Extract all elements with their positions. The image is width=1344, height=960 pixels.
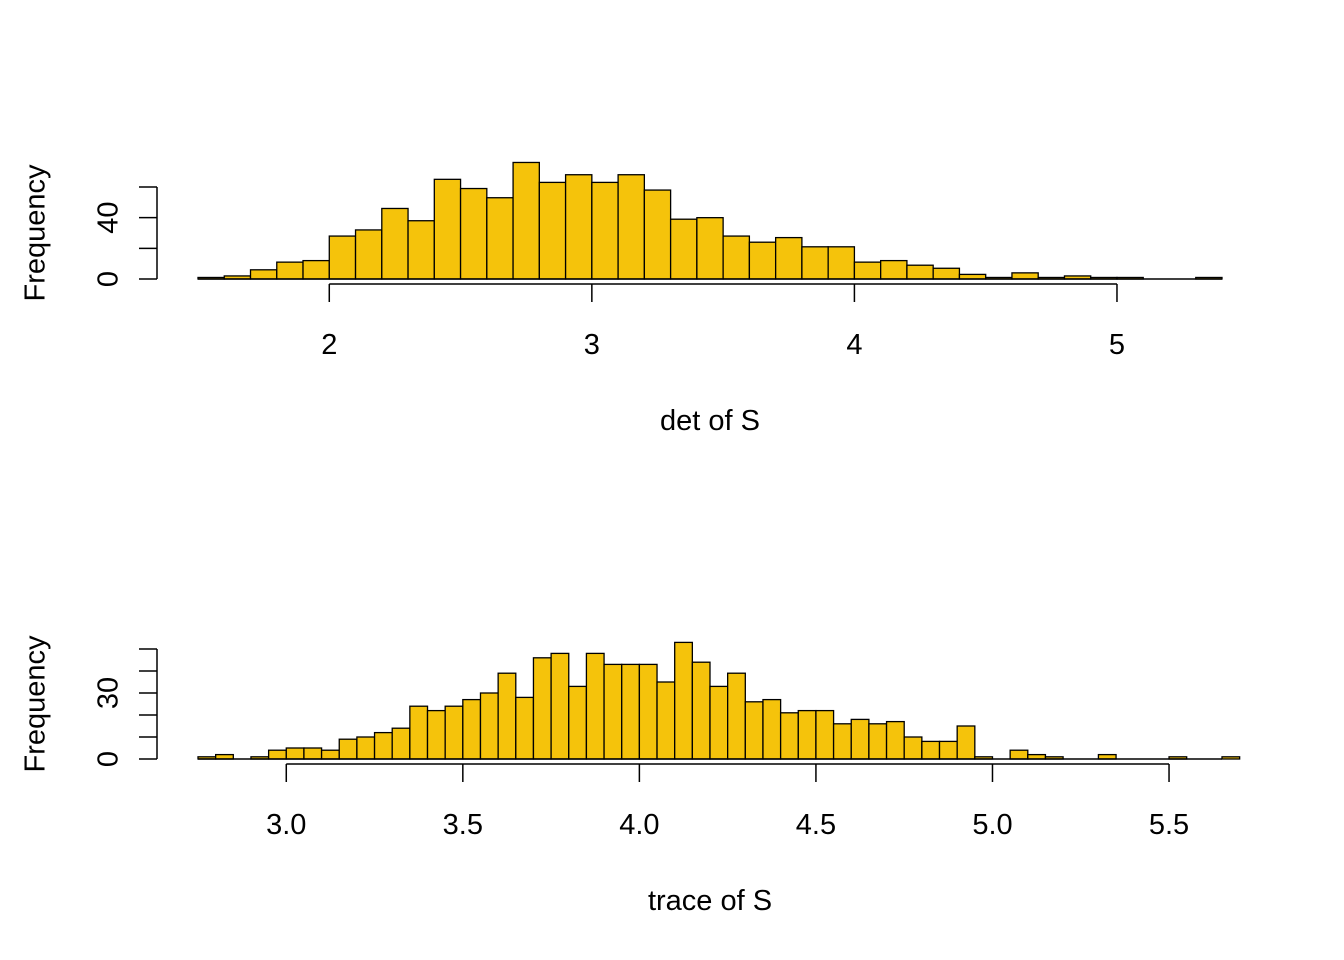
histogram-bar xyxy=(853,261,882,280)
histogram-bar xyxy=(320,749,340,760)
histogram-bar xyxy=(433,178,462,280)
histogram-bar xyxy=(748,241,777,280)
histogram-bar xyxy=(669,218,698,280)
histogram-bar xyxy=(656,681,676,760)
y-axis-title: Frequency xyxy=(20,635,52,773)
histogram-bar xyxy=(638,663,658,760)
histogram-bar xyxy=(462,698,482,760)
histogram-bar xyxy=(938,740,958,760)
histogram-bar xyxy=(409,705,429,760)
histogram-bar xyxy=(903,736,923,760)
histogram-bar xyxy=(568,685,588,760)
histogram-bar xyxy=(932,267,961,280)
histogram-bar xyxy=(303,747,323,760)
histogram-bar xyxy=(564,174,593,280)
histogram-bar xyxy=(532,657,552,760)
trace-histogram-panel: 3.0 3.5 4.0 4.5 5.0 5.5 0 30 trace of S Frequency xyxy=(20,635,1241,917)
histogram-bar xyxy=(921,740,941,760)
y-tick-label: 0 xyxy=(93,271,125,287)
histogram-bar xyxy=(356,736,376,760)
histogram-bar xyxy=(801,246,829,280)
x-tick-label: 4.5 xyxy=(796,809,836,841)
x-tick-label: 5 xyxy=(1109,329,1125,361)
histogram-bar xyxy=(302,259,330,280)
histogram-bar xyxy=(591,181,619,280)
x-tick-label: 5.0 xyxy=(972,809,1012,841)
histogram-bar xyxy=(880,259,908,280)
histogram-bar xyxy=(459,187,488,280)
histogram-bar xyxy=(603,663,623,760)
y-axis-title: Frequency xyxy=(20,164,52,302)
histogram-bar xyxy=(512,161,540,280)
histogram-bar xyxy=(956,725,976,760)
histogram-bar xyxy=(674,641,693,760)
histogram-bar xyxy=(276,261,304,280)
histogram-bar xyxy=(621,663,641,760)
x-axis-title: det of S xyxy=(660,405,760,437)
histogram-bar xyxy=(515,696,535,760)
histogram-bar xyxy=(426,709,446,760)
y-tick-label: 40 xyxy=(93,202,125,234)
histogram-bar xyxy=(850,718,870,760)
y-tick-label: 30 xyxy=(93,677,125,709)
histogram-bar xyxy=(1221,756,1241,760)
histogram-bar xyxy=(885,720,905,760)
histogram-bar xyxy=(1011,272,1039,280)
histogram-bar xyxy=(285,747,305,760)
histogram-bar xyxy=(827,246,856,280)
histogram-bar xyxy=(391,727,411,760)
histogram-bar xyxy=(381,207,409,280)
histogram-bar xyxy=(832,723,852,760)
histogram-bar xyxy=(497,672,517,760)
histogram-bar xyxy=(797,709,817,760)
histogram-bar xyxy=(696,217,724,280)
histogram-bar xyxy=(868,723,888,760)
x-tick-label: 4 xyxy=(846,329,862,361)
histogram-bar xyxy=(1009,749,1029,760)
histogram-bar xyxy=(617,174,646,280)
histogram-bar xyxy=(722,235,751,280)
histogram-bar xyxy=(407,220,435,280)
det-histogram-panel: 2 3 4 5 0 40 det of S Frequency xyxy=(20,161,1223,437)
histogram-bar xyxy=(267,749,287,760)
histogram-bar xyxy=(354,229,383,280)
x-axis-title: trace of S xyxy=(648,885,772,917)
x-tick-label: 2 xyxy=(321,329,337,361)
histogram-bar xyxy=(643,189,672,280)
histogram-bar xyxy=(444,705,464,760)
x-tick-label: 3.5 xyxy=(443,809,483,841)
histogram-bar xyxy=(906,264,934,280)
histogram-bar xyxy=(727,672,746,760)
histogram-bar xyxy=(338,738,358,760)
histogram-bar xyxy=(774,236,803,280)
x-tick-label: 4.0 xyxy=(619,809,659,841)
x-tick-label: 3.0 xyxy=(266,809,306,841)
x-tick-label: 3 xyxy=(584,329,600,361)
y-tick-label: 0 xyxy=(93,751,125,767)
histogram-bar xyxy=(328,235,357,280)
histogram-bar xyxy=(744,701,764,760)
x-tick-label: 5.5 xyxy=(1149,809,1189,841)
histogram-bar xyxy=(550,652,570,760)
histogram-bar xyxy=(249,269,278,280)
histogram-bar xyxy=(479,692,499,760)
histogram-bar xyxy=(373,731,393,760)
histogram-bar xyxy=(815,709,835,760)
histogram-bar xyxy=(779,712,799,760)
histogram-bar xyxy=(709,685,729,760)
histogram-bar xyxy=(538,181,567,280)
histogram-bar xyxy=(691,661,711,760)
histogram-bar xyxy=(585,652,605,760)
histogram-bar xyxy=(486,197,514,280)
histogram-bar xyxy=(762,698,782,760)
